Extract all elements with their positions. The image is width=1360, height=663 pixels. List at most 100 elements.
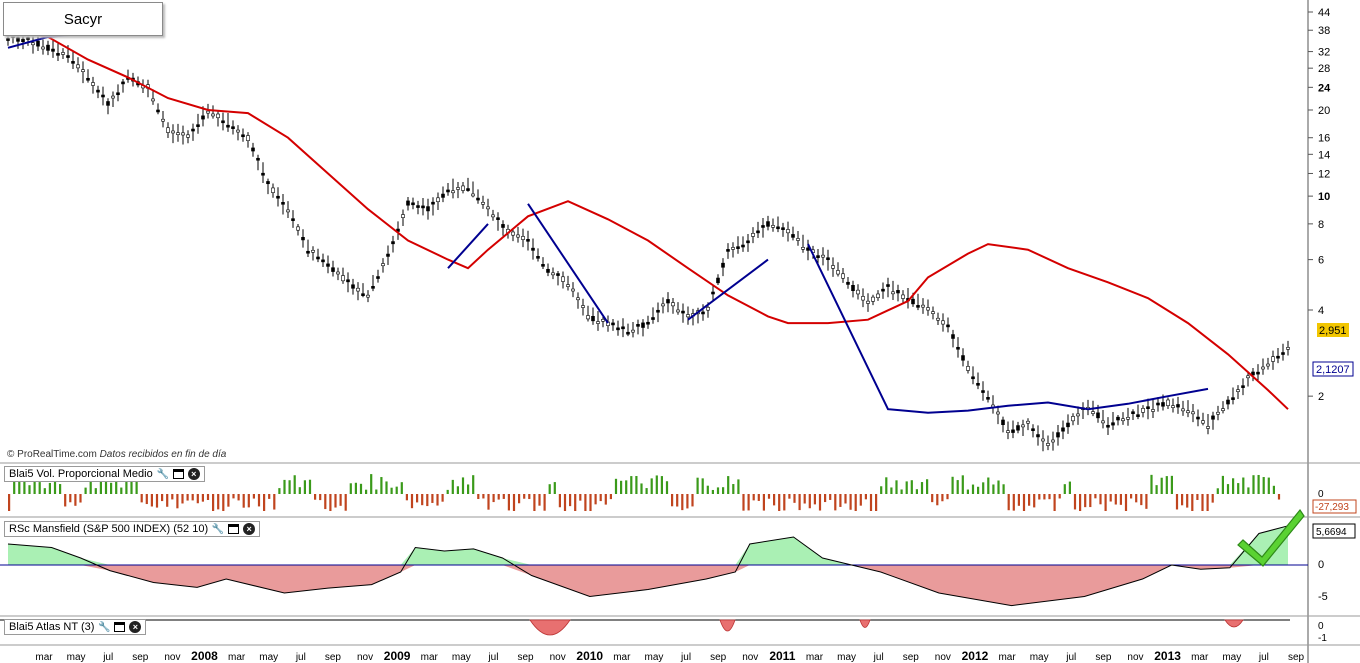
- volume-bar-down: [579, 494, 582, 501]
- mansfield-axis-zero: 0: [1318, 559, 1324, 571]
- price-candle: [306, 250, 310, 254]
- atlas-panel-label: Blai5 Atlas NT (3) 🔧 ×: [4, 619, 147, 635]
- y-tick-label: 4: [1318, 305, 1324, 317]
- price-candle: [341, 275, 345, 282]
- volume-bar-down: [74, 494, 77, 506]
- x-tick-label: 2009: [384, 649, 411, 663]
- price-candle: [1191, 411, 1195, 415]
- price-candle: [101, 94, 105, 98]
- price-candle: [1146, 406, 1150, 409]
- window-icon[interactable]: [114, 622, 126, 632]
- price-candle: [596, 321, 600, 324]
- x-tick-label: jul: [873, 652, 884, 663]
- price-candle: [516, 234, 520, 238]
- price-candle: [241, 134, 245, 138]
- volume-bar-down: [405, 494, 408, 501]
- volume-bar-down: [1048, 494, 1051, 500]
- price-candle: [1116, 416, 1120, 421]
- price-candle: [1016, 425, 1020, 431]
- price-candle: [681, 310, 685, 314]
- price-candle: [91, 82, 95, 86]
- volume-bar-up: [59, 484, 62, 494]
- price-candle: [1026, 420, 1030, 424]
- x-tick-label: nov: [550, 652, 566, 663]
- x-tick-label: nov: [742, 652, 758, 663]
- price-candle: [801, 247, 805, 250]
- close-icon[interactable]: ×: [243, 523, 256, 535]
- volume-bar-up: [956, 480, 959, 494]
- price-panel-bg: [0, 0, 1308, 462]
- atlas-panel: [0, 619, 1290, 636]
- price-layer: [6, 29, 1290, 452]
- volume-bar-up: [467, 484, 470, 494]
- volume-bar-up: [665, 481, 669, 494]
- price-candle: [486, 206, 490, 210]
- volume-bar-down: [1007, 494, 1010, 511]
- close-icon[interactable]: ×: [129, 621, 142, 633]
- volume-bar-down: [1130, 494, 1133, 499]
- x-tick-label: 2013: [1154, 649, 1181, 663]
- volume-bar-up: [120, 487, 123, 494]
- y-tick-label: 20: [1318, 105, 1330, 117]
- volume-bar-down: [1201, 494, 1204, 511]
- price-candle: [251, 147, 255, 152]
- price-candle: [791, 234, 795, 238]
- price-candle: [321, 259, 325, 263]
- volume-bar-up: [982, 482, 985, 494]
- price-candle: [636, 324, 640, 327]
- volume-bar-down: [793, 494, 796, 503]
- moving-average-blue: [527, 203, 609, 324]
- wrench-icon[interactable]: 🔧: [211, 523, 225, 535]
- volume-bar-up: [1237, 483, 1240, 494]
- volume-bar-down: [64, 494, 67, 507]
- close-icon[interactable]: ×: [187, 468, 200, 480]
- volume-bar-down: [1140, 494, 1143, 506]
- wrench-icon[interactable]: 🔧: [98, 621, 111, 633]
- x-tick-label: sep: [710, 652, 727, 663]
- volume-bar-down: [145, 494, 148, 505]
- price-candle: [776, 226, 780, 230]
- price-candle: [111, 95, 115, 99]
- price-candle: [786, 229, 790, 234]
- price-candle: [106, 101, 110, 106]
- price-candle: [891, 291, 895, 295]
- price-candle: [256, 157, 260, 161]
- volume-bar-down: [222, 494, 225, 511]
- atlas-signal: [719, 619, 736, 632]
- volume-bar-up: [308, 479, 312, 494]
- volume-bar-up: [1063, 484, 1066, 494]
- volume-bar-up: [18, 480, 21, 494]
- price-candle: [1211, 415, 1215, 420]
- volume-bar-up: [33, 480, 36, 494]
- window-icon[interactable]: [172, 469, 184, 479]
- window-icon[interactable]: [228, 524, 240, 534]
- volume-bar-up: [701, 478, 704, 494]
- price-candle: [756, 230, 760, 234]
- price-candle: [1241, 385, 1245, 388]
- y-tick-label: 6: [1318, 255, 1324, 267]
- volume-bar-down: [518, 494, 521, 504]
- wrench-icon[interactable]: 🔧: [156, 468, 169, 480]
- y-tick-label: 10: [1318, 191, 1330, 203]
- volume-bar-down: [1099, 494, 1102, 505]
- volume-bar-up: [660, 476, 663, 494]
- volume-bar-up: [349, 483, 352, 494]
- volume-bar-up: [370, 474, 373, 494]
- x-tick-label: sep: [325, 652, 342, 663]
- volume-bar-up: [992, 484, 995, 494]
- x-tick-label: mar: [613, 652, 631, 663]
- volume-bar-up: [125, 478, 128, 494]
- price-candle: [686, 314, 690, 318]
- volume-bar-up: [885, 477, 888, 494]
- price-candle: [766, 221, 770, 227]
- volume-bar-up: [89, 475, 92, 494]
- price-candle: [1021, 424, 1025, 428]
- volume-bar-up: [1252, 475, 1255, 494]
- moving-average-blue: [687, 258, 769, 321]
- atlas-axis-zero: 0: [1318, 621, 1324, 632]
- price-candle: [1216, 411, 1220, 415]
- price-candle: [66, 55, 70, 58]
- volume-bar-down: [206, 494, 210, 500]
- price-candle: [1271, 356, 1275, 362]
